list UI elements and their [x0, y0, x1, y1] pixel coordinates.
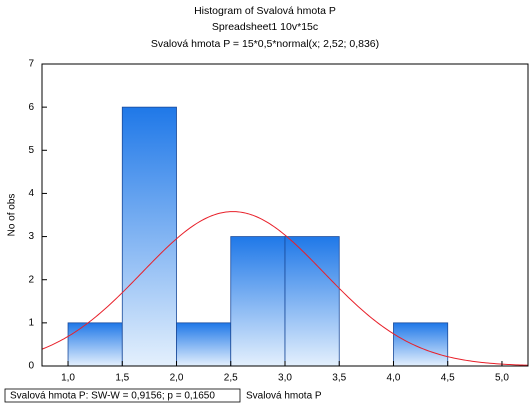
x-tick-label: 3,0 — [278, 373, 292, 384]
x-tick-label: 4,5 — [441, 373, 455, 384]
x-tick-label: 4,0 — [387, 373, 401, 384]
x-tick-label: 2,5 — [224, 373, 238, 384]
x-tick-label: 1,0 — [61, 373, 75, 384]
normal-curve — [41, 211, 529, 366]
y-tick-label: 0 — [28, 361, 34, 372]
x-tick-label: 1,5 — [115, 373, 129, 384]
y-tick-label: 1 — [28, 317, 34, 328]
x-tick-label: 3,5 — [332, 373, 346, 384]
bar — [176, 322, 232, 367]
y-tick-label: 6 — [28, 102, 34, 113]
chart-subtitle: Spreadsheet1 10v*15c — [212, 21, 318, 33]
bar — [230, 236, 286, 367]
y-axis-label: No of obs — [7, 194, 18, 237]
y-tick-label: 3 — [28, 231, 34, 242]
bar — [393, 322, 449, 367]
chart-title: Histogram of Svalová hmota P — [194, 5, 336, 17]
plot-area: 0 1 2 3 4 5 6 7 1,0 1,5 2,0 2,5 3,0 3,5 4,0 4,5 5,0 — [28, 59, 529, 384]
x-tick-label: 2,0 — [170, 373, 184, 384]
stats-box — [4, 388, 241, 403]
stats-label: Svalová hmota P: SW-W = 0,9156; p = 0,16… — [10, 391, 215, 402]
y-tick-label: 5 — [28, 145, 34, 156]
bar — [284, 236, 340, 367]
formula: Svalová hmota P = 15*0,5*normal(x; 2,52;… — [151, 38, 379, 50]
y-tick-label: 4 — [28, 188, 34, 199]
y-tick-label: 2 — [28, 274, 34, 285]
x-axis-label: Svalová hmota P — [246, 391, 322, 402]
y-tick-label: 7 — [28, 59, 34, 70]
bar — [67, 322, 123, 367]
bar — [121, 106, 177, 367]
x-tick-label: 5,0 — [495, 373, 509, 384]
